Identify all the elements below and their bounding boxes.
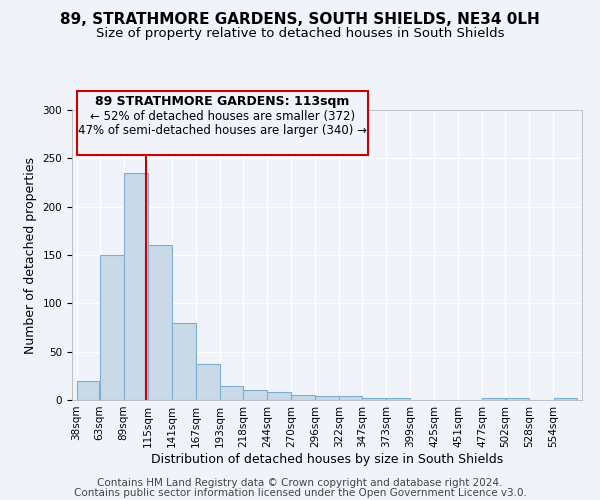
Bar [148, 246, 172, 400]
Text: Contains HM Land Registry data © Crown copyright and database right 2024.: Contains HM Land Registry data © Crown c… [97, 478, 503, 488]
Bar [506, 398, 529, 400]
Bar [339, 396, 362, 400]
Bar [482, 398, 505, 400]
Bar [77, 380, 100, 400]
Bar [220, 386, 242, 400]
Bar [362, 398, 386, 400]
Y-axis label: Number of detached properties: Number of detached properties [24, 156, 37, 354]
Bar [100, 255, 124, 400]
Text: Size of property relative to detached houses in South Shields: Size of property relative to detached ho… [96, 28, 504, 40]
Bar [386, 398, 410, 400]
Bar [124, 173, 148, 400]
Bar [243, 390, 267, 400]
Bar [554, 398, 577, 400]
Bar [172, 322, 196, 400]
Bar [315, 396, 339, 400]
Text: 47% of semi-detached houses are larger (340) →: 47% of semi-detached houses are larger (… [78, 124, 367, 137]
Bar [196, 364, 220, 400]
Text: ← 52% of detached houses are smaller (372): ← 52% of detached houses are smaller (37… [90, 110, 355, 123]
X-axis label: Distribution of detached houses by size in South Shields: Distribution of detached houses by size … [151, 452, 503, 466]
Text: Contains public sector information licensed under the Open Government Licence v3: Contains public sector information licen… [74, 488, 526, 498]
Text: 89 STRATHMORE GARDENS: 113sqm: 89 STRATHMORE GARDENS: 113sqm [95, 95, 350, 108]
Text: 89, STRATHMORE GARDENS, SOUTH SHIELDS, NE34 0LH: 89, STRATHMORE GARDENS, SOUTH SHIELDS, N… [60, 12, 540, 28]
Bar [267, 392, 291, 400]
Bar [291, 395, 315, 400]
